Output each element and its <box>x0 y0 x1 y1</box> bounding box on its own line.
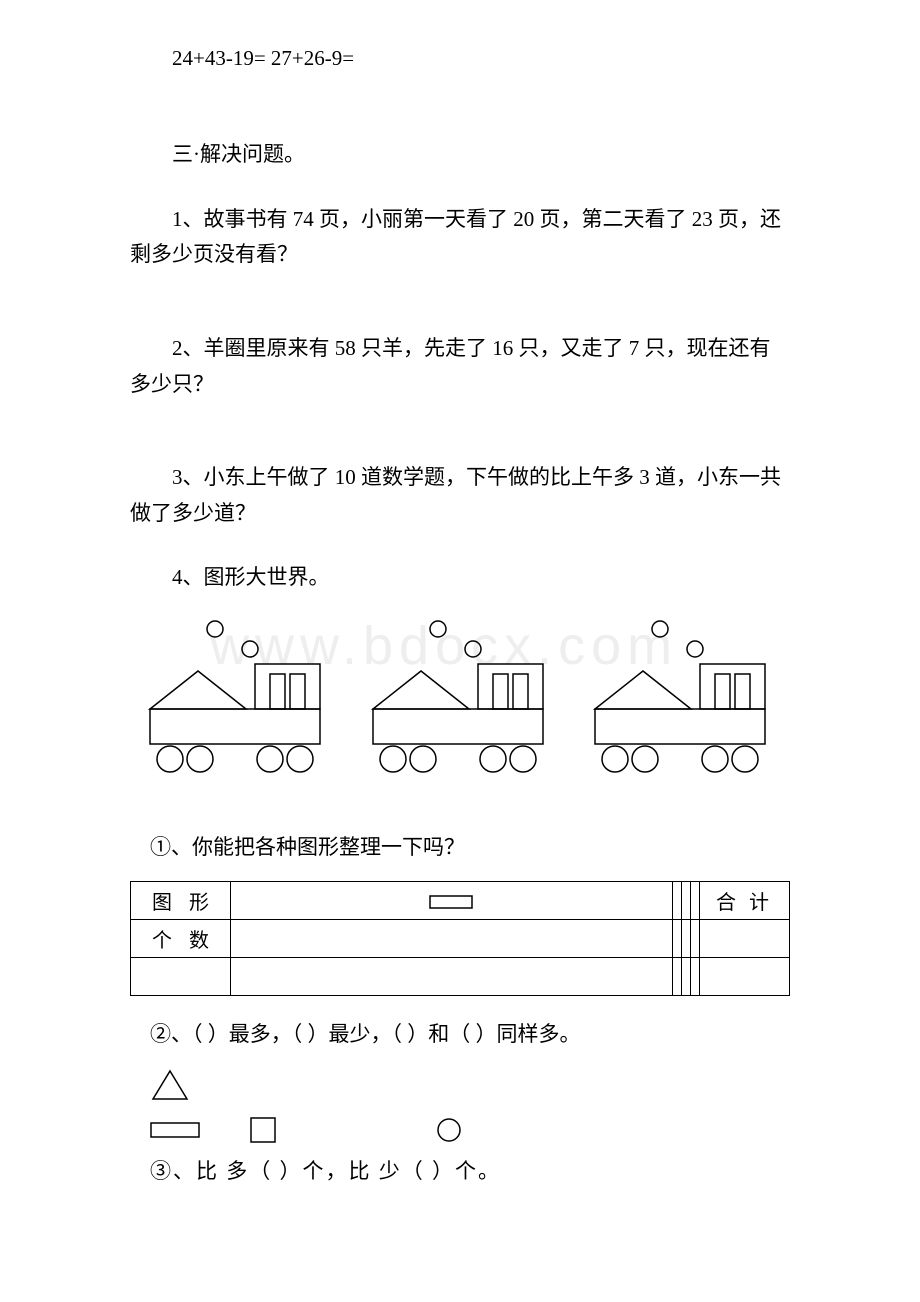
table-cell <box>672 920 681 958</box>
table-cell: 个 数 <box>131 920 231 958</box>
table-cell: 图 形 <box>131 882 231 920</box>
table-cell <box>672 958 681 996</box>
table-cell <box>681 882 690 920</box>
question-1: ①、你能把各种图形整理一下吗？ <box>130 829 790 867</box>
table-cell <box>700 920 790 958</box>
table-cell <box>231 958 673 996</box>
table-cell <box>690 920 699 958</box>
train-1 <box>140 619 335 779</box>
table-cell: 合 计 <box>700 882 790 920</box>
question-3: ③、比 多（ ）个，比 少（ ）个。 <box>130 1153 790 1191</box>
table-cell <box>690 958 699 996</box>
page-content: 24+43-19= 27+26-9= 三·解决问题。 1、故事书有 74 页，小… <box>0 40 920 1191</box>
table-cell <box>231 920 673 958</box>
table-cell <box>131 958 231 996</box>
problem-4: 4、图形大世界。 <box>130 560 790 596</box>
table-row: 图 形 合 计 <box>131 882 790 920</box>
table-cell <box>690 882 699 920</box>
table-row: 个 数 <box>131 920 790 958</box>
table-cell <box>672 882 681 920</box>
table-row <box>131 958 790 996</box>
circle-icon <box>436 1117 462 1143</box>
equation-line: 24+43-19= 27+26-9= <box>130 40 790 78</box>
triangle-shape <box>150 1068 790 1107</box>
shape-table: 图 形 合 计 个 数 <box>130 881 790 996</box>
train-figures <box>130 619 790 779</box>
section-3-title: 三·解决问题。 <box>130 136 790 174</box>
problem-2: 2、羊圈里原来有 58 只羊，先走了 16 只，又走了 7 只，现在还有多少只？ <box>130 331 790 402</box>
train-3 <box>585 619 780 779</box>
table-cell <box>681 920 690 958</box>
table-cell <box>700 958 790 996</box>
square-icon <box>250 1117 276 1143</box>
train-2 <box>363 619 558 779</box>
rectangle-icon <box>150 1122 200 1138</box>
question-2: ②、（ ）最多，（ ）最少，（ ）和（ ）同样多。 <box>130 1016 790 1054</box>
problem-1: 1、故事书有 74 页，小丽第一天看了 20 页，第二天看了 23 页，还剩多少… <box>130 202 790 273</box>
problem-3: 3、小东上午做了 10 道数学题，下午做的比上午多 3 道，小东一共做了多少道？ <box>130 460 790 531</box>
table-cell <box>681 958 690 996</box>
rectangle-icon <box>429 895 473 909</box>
shape-row <box>130 1117 790 1143</box>
table-cell <box>231 882 673 920</box>
